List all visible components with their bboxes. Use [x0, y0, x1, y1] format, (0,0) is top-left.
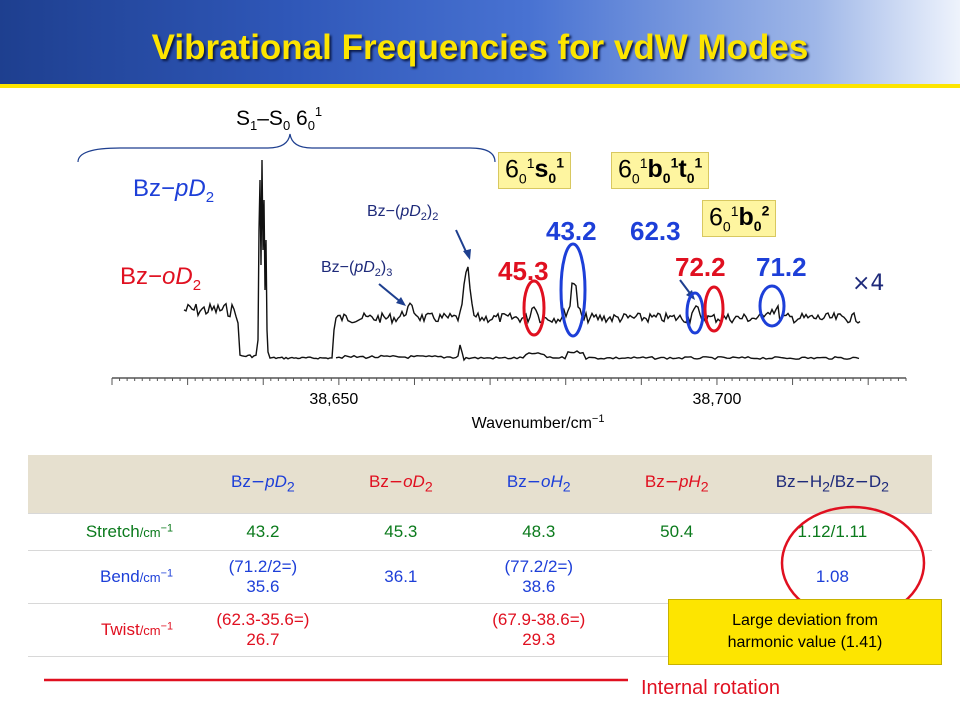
spectrum-chart: S1–S0 601 Bz−pD2 Bz−oD2 Bz−(pD2)2 Bz−(pD…: [77, 104, 907, 432]
series-label-od2: Bz−oD2: [120, 263, 201, 294]
header-bz-ph2: Bz−pH2: [620, 455, 733, 514]
tag-s-mode: 601s01: [498, 152, 571, 190]
cell-stretch-oh2: 48.3: [456, 513, 621, 551]
table-row-bend: Bend/cm−1 (71.2/2=) 35.6 36.1 (77.2/2=) 38…: [28, 550, 932, 604]
arrowhead-trimer: [396, 297, 406, 306]
header-empty: [28, 455, 181, 514]
annotation-dimer: Bz−(pD2)2: [367, 203, 438, 223]
peak-label-62-3: 62.3: [630, 216, 681, 246]
x-minor-ticks: [111, 378, 907, 385]
header-bz-od2: Bz−oD2: [344, 455, 457, 514]
cell-bend-oh2: (77.2/2=) 38.6: [456, 550, 621, 604]
cell-bend-od2: 36.1: [344, 550, 457, 604]
trace-bz-od2: [335, 344, 860, 362]
circle-72-2: [703, 285, 725, 333]
title-bar: Vibrational Frequencies for vdW Modes: [0, 0, 960, 88]
cell-stretch-od2: 45.3: [344, 513, 457, 551]
peak-label-71-2: 71.2: [756, 252, 807, 282]
table-row-stretch: Stretch/cm−1 43.2 45.3 48.3 50.4 1.12/1.…: [28, 513, 932, 551]
harmonic-note: Large deviation from harmonic value (1.4…: [668, 599, 942, 665]
peak-label-45-3: 45.3: [498, 256, 549, 286]
band-bracket: [77, 133, 496, 163]
cell-twist-od2: [344, 603, 457, 657]
trace-bz-pd2: [183, 159, 861, 360]
circle-pd2-band: [685, 291, 705, 335]
series-label-pd2: Bz−pD2: [133, 175, 214, 206]
cell-twist-oh2: (67.9-38.6=) 29.3: [456, 603, 621, 657]
circle-45-3: [522, 279, 546, 337]
annotation-trimer: Bz−(pD2)3: [321, 259, 392, 279]
scale-factor: ×4: [852, 271, 884, 296]
arrow-trimer: [378, 283, 403, 304]
internal-rotation-label: Internal rotation: [641, 677, 780, 699]
arrowhead-dimer: [463, 249, 471, 260]
tag-bt-mode: 601b01t01: [611, 152, 710, 190]
slide-title: Vibrational Frequencies for vdW Modes: [151, 28, 809, 67]
x-axis-label: Wavenumber/cm−1: [472, 413, 605, 432]
tick-label-38650: 38,650: [309, 391, 358, 408]
cell-bend-ratio: 1.08: [732, 550, 932, 604]
cell-stretch-ratio: 1.12/1.11: [732, 513, 932, 551]
peak-label-43-2: 43.2: [546, 216, 597, 246]
header-ratio: Bz−H2/Bz−D2: [732, 455, 932, 514]
band-label: S1–S0 601: [236, 104, 322, 133]
cell-stretch-pd2: 43.2: [181, 513, 345, 551]
frequency-table: Bz−pD2 Bz−oD2 Bz−oH2 Bz−pH2 Bz−H2/Bz−D2 …: [28, 455, 932, 657]
row-label-twist: Twist/cm−1: [28, 603, 181, 657]
cell-twist-pd2: (62.3-35.6=) 26.7: [181, 603, 345, 657]
tick-label-38700: 38,700: [692, 391, 741, 408]
circle-71-2: [758, 284, 786, 328]
cell-bend-pd2: (71.2/2=) 35.6: [181, 550, 345, 604]
peak-label-72-2: 72.2: [675, 252, 726, 282]
cell-bend-ph2: [620, 550, 733, 604]
tag-b2-mode: 601b02: [702, 200, 777, 238]
table-header-row: Bz−pD2 Bz−oD2 Bz−oH2 Bz−pH2 Bz−H2/Bz−D2: [28, 455, 932, 514]
circle-43-2: [559, 242, 587, 338]
cell-stretch-ph2: 50.4: [620, 513, 733, 551]
row-label-bend: Bend/cm−1: [28, 550, 181, 604]
row-label-stretch: Stretch/cm−1: [28, 513, 181, 551]
header-bz-pd2: Bz−pD2: [181, 455, 345, 514]
header-bz-oh2: Bz−oH2: [456, 455, 621, 514]
